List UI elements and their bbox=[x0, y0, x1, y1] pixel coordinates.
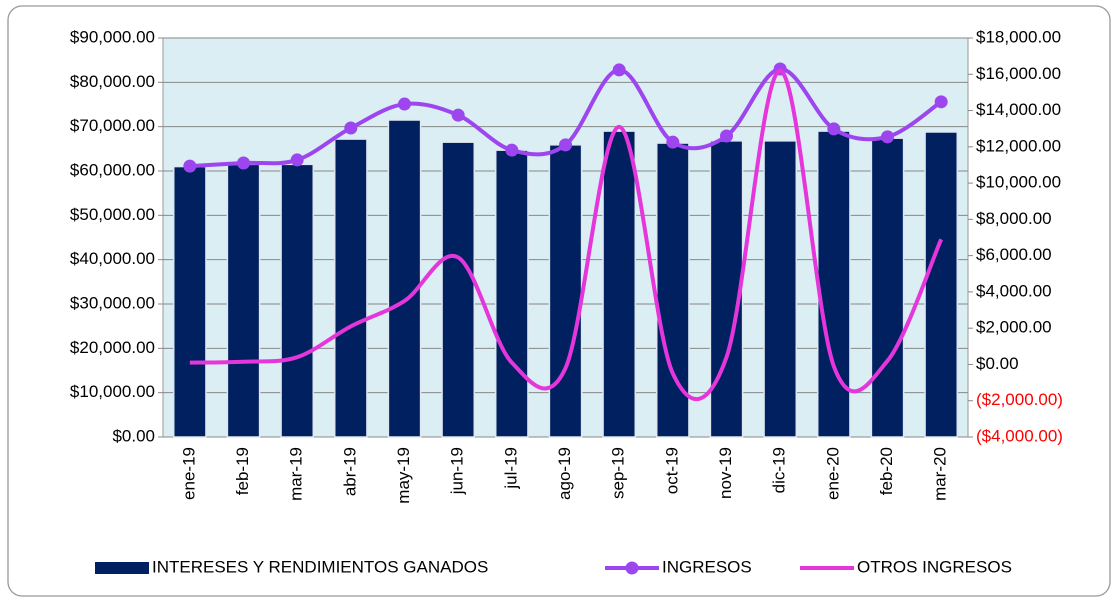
x-tick-label: may-19 bbox=[394, 447, 413, 504]
marker bbox=[559, 138, 572, 152]
x-tick-label: sep-19 bbox=[609, 447, 628, 499]
x-tick-label: jun-19 bbox=[448, 447, 467, 495]
bar bbox=[494, 149, 529, 438]
y2-tick-label: $12,000.00 bbox=[976, 136, 1061, 155]
bar bbox=[441, 141, 476, 438]
bar bbox=[602, 130, 637, 438]
y2-tick-label: $6,000.00 bbox=[976, 245, 1052, 264]
y2-tick-label: $8,000.00 bbox=[976, 209, 1052, 228]
bar bbox=[924, 131, 959, 438]
x-tick-label: feb-20 bbox=[877, 447, 896, 495]
bar bbox=[333, 138, 368, 438]
bar bbox=[763, 140, 798, 438]
y2-tick-label: ($4,000.00) bbox=[976, 426, 1063, 445]
bar bbox=[816, 130, 851, 438]
x-tick-label: jul-19 bbox=[501, 447, 520, 490]
y-tick-label: $70,000.00 bbox=[70, 116, 155, 135]
y-tick-label: $50,000.00 bbox=[70, 205, 155, 224]
line bbox=[189, 68, 943, 402]
x-tick-label: nov-19 bbox=[716, 447, 735, 499]
legend-marker bbox=[625, 561, 639, 575]
bar bbox=[172, 165, 207, 438]
legend-label: OTROS INGRESOS bbox=[857, 557, 1012, 576]
y2-tick-label: $10,000.00 bbox=[976, 173, 1061, 192]
marker bbox=[934, 95, 948, 109]
x-tick-label: ago-19 bbox=[555, 447, 574, 500]
y-tick-label: $40,000.00 bbox=[70, 249, 155, 268]
bar bbox=[548, 144, 583, 438]
marker bbox=[451, 108, 465, 122]
x-tick-label: mar-20 bbox=[931, 447, 950, 501]
marker bbox=[237, 156, 250, 170]
marker bbox=[720, 129, 733, 143]
bar bbox=[226, 163, 261, 438]
y-tick-label: $90,000.00 bbox=[70, 27, 155, 46]
bar bbox=[870, 137, 905, 438]
y2-tick-label: $2,000.00 bbox=[976, 318, 1052, 337]
y2-tick-label: $16,000.00 bbox=[976, 64, 1061, 83]
marker bbox=[666, 135, 680, 149]
marker bbox=[612, 63, 626, 77]
legend-swatch bbox=[95, 562, 149, 574]
y-tick-label: $20,000.00 bbox=[70, 338, 155, 357]
marker bbox=[183, 159, 197, 173]
y2-tick-label: ($2,000.00) bbox=[976, 390, 1063, 409]
bar bbox=[280, 163, 315, 438]
y2-tick-label: $0.00 bbox=[976, 354, 1019, 373]
marker bbox=[344, 121, 358, 135]
y-tick-label: $10,000.00 bbox=[70, 382, 155, 401]
marker bbox=[398, 97, 411, 111]
y2-tick-label: $18,000.00 bbox=[976, 27, 1061, 46]
y2-tick-label: $4,000.00 bbox=[976, 281, 1052, 300]
x-tick-label: oct-19 bbox=[662, 447, 681, 494]
x-tick-label: dic-19 bbox=[770, 447, 789, 493]
marker bbox=[505, 143, 519, 157]
x-tick-label: ene-20 bbox=[823, 447, 842, 500]
bar bbox=[709, 140, 744, 438]
x-tick-label: mar-19 bbox=[287, 447, 306, 501]
y-tick-label: $60,000.00 bbox=[70, 160, 155, 179]
y-tick-label: $30,000.00 bbox=[70, 293, 155, 312]
x-tick-label: feb-19 bbox=[233, 447, 252, 495]
marker bbox=[290, 153, 304, 167]
x-tick-label: ene-19 bbox=[179, 447, 198, 500]
bar bbox=[655, 142, 690, 438]
marker bbox=[827, 122, 841, 136]
legend-label: INTERESES Y RENDIMIENTOS GANADOS bbox=[152, 557, 488, 576]
bar bbox=[387, 119, 422, 438]
y2-tick-label: $14,000.00 bbox=[976, 100, 1061, 119]
y-tick-label: $80,000.00 bbox=[70, 72, 155, 91]
x-tick-label: abr-19 bbox=[340, 447, 359, 496]
legend-label: INGRESOS bbox=[662, 557, 752, 576]
y-tick-label: $0.00 bbox=[112, 426, 155, 445]
marker bbox=[881, 130, 894, 144]
line bbox=[189, 67, 943, 169]
